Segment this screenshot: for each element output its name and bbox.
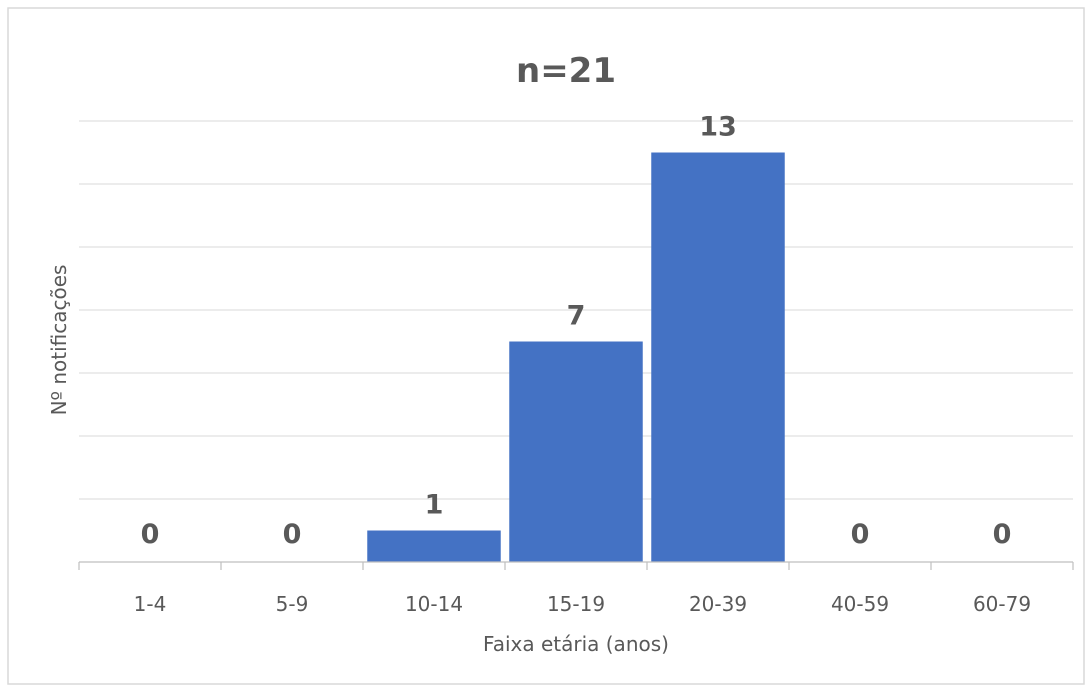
- x-tick-label: 15-19: [547, 592, 605, 616]
- data-label: 0: [993, 519, 1012, 550]
- bar-20-39: [651, 152, 785, 562]
- x-axis-ticks: [78, 562, 1074, 570]
- data-label: 13: [699, 112, 737, 143]
- data-label: 1: [425, 490, 444, 521]
- data-label: 0: [141, 519, 160, 550]
- x-axis-title: Faixa etária (anos): [483, 632, 669, 656]
- x-tick-label: 5-9: [276, 592, 309, 616]
- x-tick-label: 10-14: [405, 592, 463, 616]
- x-tick-label: 20-39: [689, 592, 747, 616]
- x-tick-label: 60-79: [973, 592, 1031, 616]
- data-labels: 0 0 1 7 13 0 0: [141, 112, 1012, 551]
- bar-10-14: [367, 530, 501, 562]
- data-label: 0: [851, 519, 870, 550]
- gridlines: [79, 120, 1073, 500]
- bar-15-19: [509, 341, 643, 562]
- y-axis-title: Nº notificações: [47, 265, 71, 416]
- data-label: 7: [567, 301, 586, 332]
- chart-title: n=21: [516, 51, 616, 91]
- x-tick-label: 1-4: [134, 592, 167, 616]
- data-label: 0: [283, 519, 302, 550]
- x-tick-labels: 1-4 5-9 10-14 15-19 20-39 40-59 60-79: [134, 592, 1031, 616]
- x-tick-label: 40-59: [831, 592, 889, 616]
- bars: [367, 152, 785, 562]
